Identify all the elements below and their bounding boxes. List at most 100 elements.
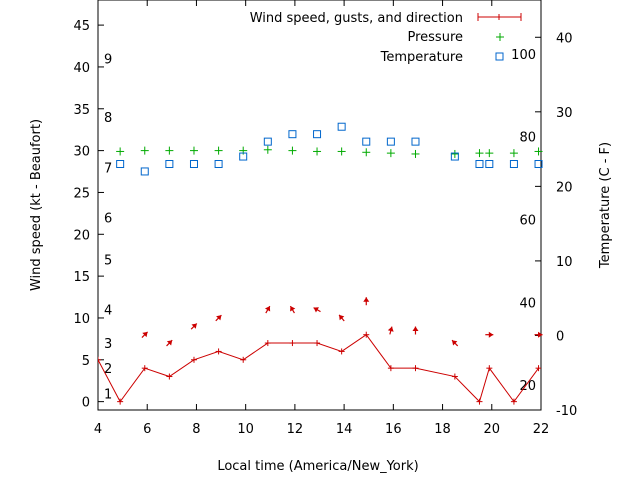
- fahrenheit-labels: 20 40 60 80 100: [511, 48, 536, 394]
- wind-speed-point: [535, 365, 541, 372]
- arrow-head: [264, 306, 271, 312]
- pressure-point: [140, 146, 149, 155]
- arrow-head: [387, 326, 394, 332]
- temperature-point: [116, 160, 125, 168]
- beaufort-label: 9: [104, 53, 112, 68]
- y-right-tick-label: -10: [556, 404, 577, 419]
- temperature-point: [534, 160, 543, 168]
- y-right-tick-label: 20: [556, 180, 573, 195]
- wind-speed-line: [98, 334, 539, 403]
- wind-direction-arrow: [363, 297, 370, 306]
- fahrenheit-label: 100: [511, 48, 536, 63]
- temperature-point: [165, 160, 174, 168]
- wind-speed-point: [314, 340, 321, 347]
- y-left-tick-label: 15: [73, 270, 90, 285]
- pressure-point: [214, 146, 223, 155]
- wind-speed-point: [289, 340, 296, 347]
- pressure-point: [337, 147, 346, 156]
- wind-direction-arrow: [166, 339, 173, 347]
- wind-speed-point: [363, 331, 370, 338]
- temperature-point: [386, 137, 395, 146]
- temperature-point: [411, 137, 420, 146]
- arrow-head: [452, 340, 458, 346]
- wind-direction-arrow: [215, 314, 222, 322]
- wind-direction-arrow: [387, 326, 394, 335]
- arrow-head: [363, 297, 370, 302]
- arrow-head: [142, 331, 148, 338]
- wind-direction-arrow: [141, 331, 149, 338]
- fahrenheit-label: 60: [519, 213, 536, 228]
- beaufort-labels: 1 2 3 4 5 6 7 8 9: [104, 53, 112, 403]
- wind-speed-point: [476, 398, 483, 405]
- wind-speed-point: [412, 365, 419, 372]
- x-axis-label: Local time (America/New_York): [217, 459, 418, 474]
- wind-direction-arrow: [412, 326, 419, 335]
- legend-wind-label: Wind speed, gusts, and direction: [250, 11, 463, 26]
- y-right-tick-label: 10: [556, 255, 573, 270]
- arrow-head: [538, 331, 543, 338]
- wind-direction-arrow: [485, 331, 494, 338]
- pressure-point: [263, 145, 272, 154]
- pressure-point: [288, 146, 297, 155]
- y-left-tick-label: 10: [73, 312, 90, 327]
- legend-pressure-sample: [496, 33, 504, 41]
- arrow-head: [412, 326, 419, 332]
- right-axis: -10 0 10 20 30 40: [535, 31, 577, 419]
- wind-direction-arrow: [338, 314, 345, 322]
- plot-frame: [97, 0, 542, 411]
- fahrenheit-label: 40: [519, 296, 536, 311]
- pressure-point: [485, 149, 494, 158]
- pressure-point: [362, 148, 371, 157]
- temperature-point: [263, 137, 272, 146]
- wind-speed-point: [117, 398, 124, 405]
- arrow-head: [290, 306, 296, 312]
- beaufort-label: 1: [104, 387, 112, 402]
- legend-temperature-label: Temperature: [380, 50, 463, 65]
- pressure-point: [509, 149, 518, 158]
- wind-direction-arrow: [451, 339, 459, 347]
- wind-direction-arrow: [534, 331, 543, 338]
- x-tick-label: 8: [192, 422, 200, 437]
- y-left-tick-label: 20: [73, 228, 90, 243]
- wind-direction-arrows: [141, 297, 543, 347]
- pressure-point: [116, 147, 125, 156]
- arrow-head: [313, 307, 319, 313]
- y-left-tick-label: 45: [73, 19, 90, 34]
- legend-pressure-label: Pressure: [407, 30, 463, 45]
- temperature-point: [509, 160, 518, 168]
- temperature-point: [475, 160, 484, 168]
- x-tick-label: 4: [94, 422, 102, 437]
- pressure-point: [313, 147, 322, 156]
- wind-speed-point: [486, 365, 493, 372]
- temperature-point: [288, 130, 297, 139]
- arrow-head: [488, 331, 494, 338]
- x-tick-label: 12: [287, 422, 304, 437]
- wind-direction-arrow: [264, 305, 271, 314]
- wind-speed-point: [338, 348, 345, 355]
- y-right-tick-label: 0: [556, 329, 564, 344]
- x-tick-label: 16: [385, 422, 402, 437]
- pressure-series: [116, 145, 543, 158]
- wind-speed-point: [387, 365, 394, 372]
- pressure-point: [165, 146, 174, 155]
- arrow-head: [191, 323, 197, 329]
- y-left-tick-label: 5: [82, 354, 90, 369]
- legend-temperature-sample: [495, 52, 504, 61]
- wind-speed-point: [98, 356, 101, 363]
- wind-direction-arrow: [289, 305, 296, 314]
- wind-speed-point: [510, 398, 517, 405]
- arrow-head: [166, 340, 173, 346]
- x-tick-label: 14: [336, 422, 353, 437]
- arrow-head: [216, 315, 222, 321]
- wind-speed-point: [240, 356, 247, 363]
- y-right-tick-label: 30: [556, 106, 573, 121]
- legend: Wind speed, gusts, and direction Pressur…: [250, 11, 522, 65]
- y-left-tick-label: 35: [73, 103, 90, 118]
- fahrenheit-label: 80: [519, 131, 536, 146]
- x-tick-label: 6: [143, 422, 151, 437]
- temperature-point: [189, 160, 198, 168]
- wind-series: [98, 331, 541, 405]
- beaufort-label: 6: [104, 212, 112, 227]
- pressure-point: [475, 149, 484, 158]
